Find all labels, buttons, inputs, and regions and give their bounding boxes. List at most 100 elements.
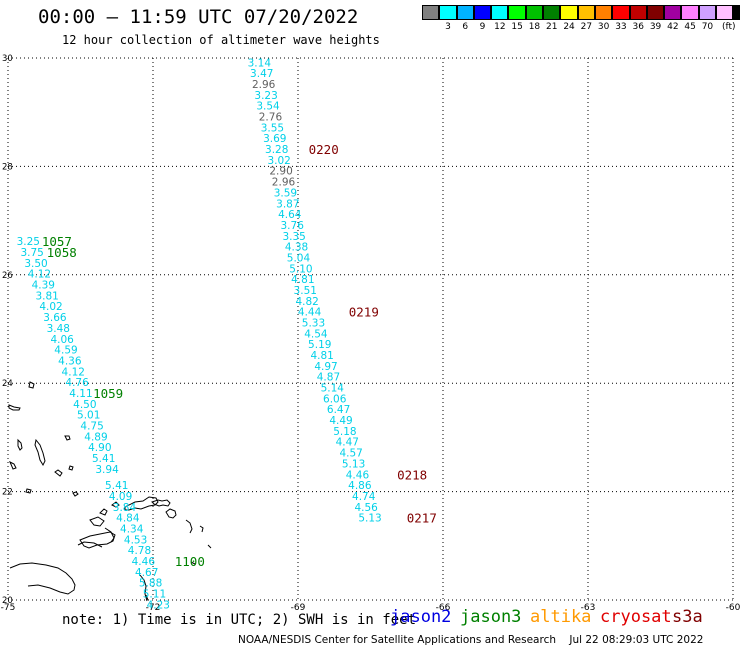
- pass-time-label: 1057: [42, 234, 72, 249]
- coast-cuba-east: [9, 519, 212, 595]
- wave-height-label: 4.12: [28, 269, 51, 281]
- wave-height-label: 4.39: [32, 280, 55, 292]
- wave-height-label: 4.02: [39, 301, 62, 313]
- wave-height-label: 3.14: [248, 57, 272, 69]
- legend-tick-label: 18: [528, 22, 541, 32]
- wave-height-label: 5.14: [321, 383, 345, 395]
- wave-height-label: 5.13: [358, 513, 381, 525]
- legend-swatch: [646, 5, 665, 20]
- legend-tick-label: 36: [632, 22, 644, 32]
- wave-height-label: 4.90: [88, 442, 111, 454]
- wave-height-label: 4.12: [62, 366, 85, 378]
- legend-tick-label: 12: [494, 22, 506, 32]
- wave-height-label: 4.44: [298, 307, 322, 319]
- wave-height-label: 2.96: [272, 177, 296, 189]
- legend-swatch: [456, 5, 474, 20]
- legend-swatch: [698, 5, 717, 20]
- legend-tick-label: 3: [445, 22, 451, 32]
- wave-height-label: 3.54: [256, 101, 280, 113]
- wave-height-label: 5.11: [143, 588, 166, 600]
- wave-height-label: 4.81: [291, 274, 314, 286]
- legend-swatch: [525, 5, 544, 20]
- wave-height-label: 4.34: [120, 523, 144, 535]
- wave-height-label: 5.18: [333, 426, 356, 438]
- wave-height-label: 4.54: [304, 328, 328, 340]
- legend-unit-label: (ft): [721, 22, 736, 32]
- island-long: [34, 438, 63, 477]
- wave-height-label: 4.09: [109, 491, 132, 503]
- legend-swatch: [681, 5, 699, 20]
- legend-tick-label: 39: [649, 22, 662, 32]
- wave-height-label: 3.81: [35, 290, 58, 302]
- lat-tick-label: 30: [2, 54, 13, 64]
- legend-tick-label: 15: [511, 22, 523, 32]
- wave-height-label: 4.82: [295, 296, 318, 308]
- wave-height-label: 3.59: [274, 187, 297, 199]
- wave-height-label: 4.11: [69, 388, 92, 400]
- wave-height-label: 3.66: [43, 312, 67, 324]
- wave-height-label: 3.76: [281, 220, 305, 232]
- wave-height-label: 3.87: [276, 198, 299, 210]
- wave-height-label: 4.23: [147, 599, 170, 611]
- island-acklins: [99, 501, 120, 516]
- color-scale-legend: [422, 5, 740, 20]
- wave-height-label: 3.75: [20, 247, 43, 259]
- wave-height-label: 4.56: [354, 502, 378, 514]
- lat-tick-label: 28: [2, 162, 13, 172]
- wave-height-label: 3.94: [95, 464, 119, 476]
- wave-height-label: 3.28: [265, 144, 288, 156]
- coast-island-ne: [79, 531, 116, 549]
- wave-height-label: 3.02: [267, 155, 290, 167]
- footer-note: note: 1) Time is in UTC; 2) SWH is in fe…: [62, 612, 417, 628]
- lon-tick-label: -72: [146, 603, 161, 613]
- wave-height-label: 4.38: [285, 242, 308, 254]
- wave-height-label: 4.49: [329, 415, 352, 427]
- wave-height-label: 2.96: [252, 79, 276, 91]
- lat-tick-label: 26: [2, 271, 13, 281]
- wave-height-label: 4.97: [314, 361, 337, 373]
- wave-height-label: 4.78: [128, 545, 151, 557]
- lat-tick-label: 24: [2, 379, 13, 389]
- legend-swatch: [543, 5, 561, 20]
- legend-swatch: [594, 5, 613, 20]
- legend-swatch: [560, 5, 578, 20]
- altimeter-tracks: 3.253.753.504.124.393.814.023.663.484.06…: [17, 57, 437, 611]
- lon-tick-label: -60: [726, 603, 740, 613]
- map-grid: -75 -72 -69 -66 -63 -60 30 28 26 24 22 20: [1, 54, 740, 613]
- wave-height-label: 4.67: [135, 567, 158, 579]
- wave-height-label: 3.84: [113, 502, 137, 514]
- satellite-legend-jason2: jason2: [390, 607, 452, 627]
- legend-swatch: [664, 5, 682, 20]
- wave-height-label: 4.76: [65, 377, 89, 389]
- lon-tick-label: -75: [1, 603, 16, 613]
- wave-height-label: 4.74: [352, 491, 376, 503]
- pass-time-label: 1058: [47, 245, 77, 260]
- page-subtitle: 12 hour collection of altimeter wave hei…: [62, 33, 380, 47]
- satellite-legend-altika: altika: [530, 607, 592, 627]
- wave-height-label: 6.06: [323, 393, 347, 405]
- island-exuma: [8, 404, 32, 494]
- legend-swatch: [491, 5, 509, 20]
- page-title: 00:00 – 11:59 UTC 07/20/2022: [38, 6, 359, 28]
- pass-time-label: 1100: [175, 554, 205, 569]
- wave-height-label: 2.76: [259, 112, 283, 124]
- legend-swatch: [439, 5, 457, 20]
- wave-height-label: 4.57: [339, 448, 362, 460]
- credit-org: NOAA/NESDIS Center for Satellite Applica…: [238, 634, 556, 646]
- wave-height-label: 5.10: [289, 263, 312, 275]
- wave-height-label: 3.69: [263, 133, 286, 145]
- legend-tick-label: 45: [684, 22, 696, 32]
- footer-credit: NOAA/NESDIS Center for Satellite Applica…: [238, 634, 703, 646]
- wave-height-label: 4.53: [124, 534, 147, 546]
- lon-tick-label: -63: [581, 603, 596, 613]
- legend-tick-label: 6: [462, 22, 469, 32]
- pass-time-label: 0219: [349, 305, 379, 320]
- legend-tick-label: 9: [479, 22, 486, 32]
- lon-tick-label: -69: [291, 603, 306, 613]
- legend-tick-label: 27: [580, 22, 593, 32]
- wave-height-label: 3.35: [282, 231, 305, 243]
- pass-time-label: 1059: [93, 386, 123, 401]
- wave-height-label: 3.55: [261, 122, 284, 134]
- wave-height-label: 4.59: [54, 345, 77, 357]
